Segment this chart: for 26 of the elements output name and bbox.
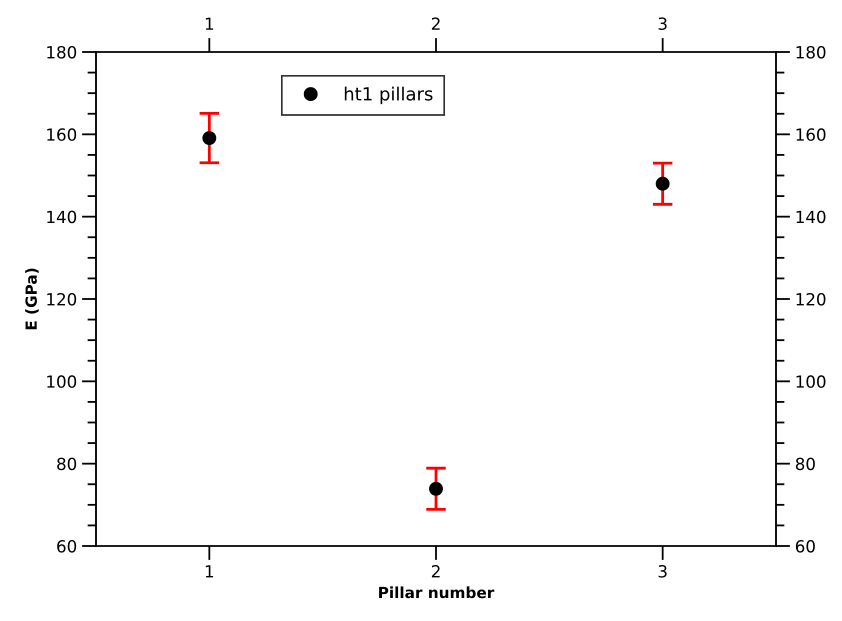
y-tick-label: 80: [57, 458, 76, 470]
y2-tick-label: 180: [796, 46, 826, 59]
point: [429, 482, 443, 496]
y2-tick-label: 160: [796, 128, 826, 141]
y-tick-label: 100: [47, 375, 76, 388]
y2-tick-label: 120: [796, 292, 826, 306]
y2-tick-label: 100: [796, 375, 826, 388]
y-tick-label: 140: [47, 210, 76, 224]
point: [656, 176, 670, 191]
y2-tick-label: 80: [796, 458, 815, 470]
x-tick-label: 2: [432, 565, 440, 578]
y-tick-label: 180: [47, 46, 76, 59]
x-tick-label: 1: [206, 565, 214, 578]
point: [202, 131, 216, 145]
y-tick-label: 60: [57, 540, 76, 553]
y-tick-label: 160: [47, 128, 76, 141]
y2-tick-label: 60: [796, 540, 815, 553]
x2-tick-label: 2: [432, 17, 440, 30]
x-axis-title: Pillar number: [379, 586, 494, 598]
x2-tick-label: 1: [206, 18, 214, 30]
y2-tick-label: 140: [796, 210, 826, 224]
y-tick-label: 120: [47, 292, 76, 306]
x-tick-label: 3: [658, 565, 667, 578]
legend-label: ht1 pillars: [344, 86, 432, 104]
x2-tick-label: 3: [658, 17, 667, 30]
y-axis-title: E (GPa): [25, 268, 39, 330]
